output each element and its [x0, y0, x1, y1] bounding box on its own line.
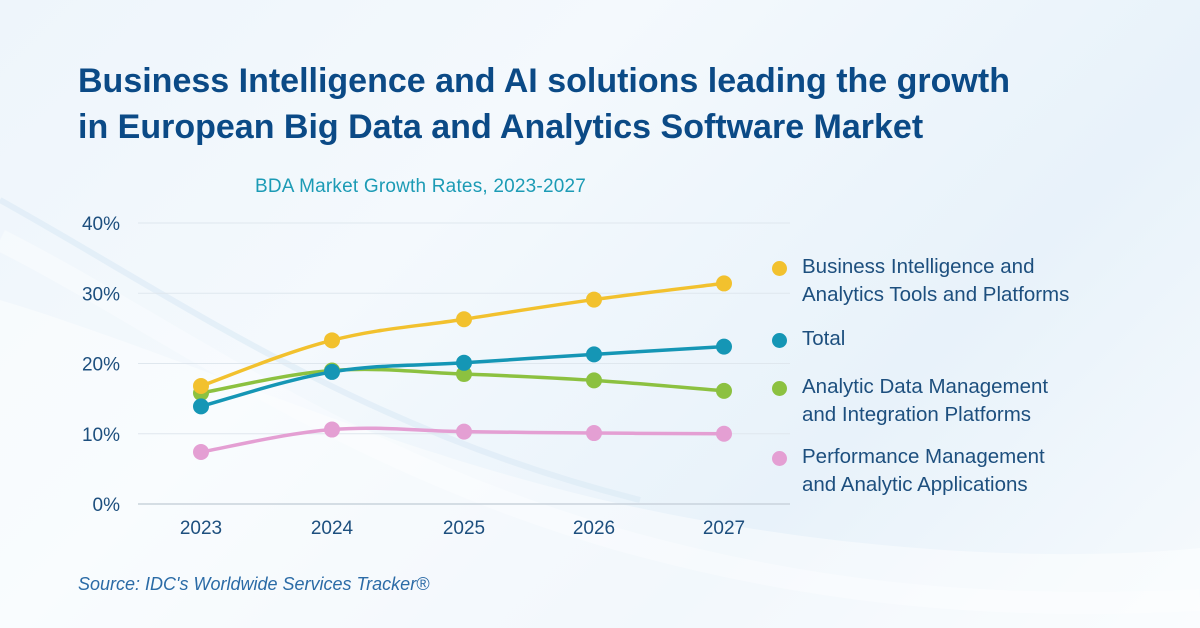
title-line-1: Business Intelligence and AI solutions l… [78, 62, 1010, 100]
data-point-0-2027 [716, 275, 732, 292]
legend-label-line: Total [802, 327, 846, 350]
x-tick-label: 2023 [180, 518, 222, 539]
data-point-2-2026 [586, 372, 602, 389]
y-tick-label: 10% [82, 425, 120, 446]
data-point-1-2023 [193, 398, 209, 415]
x-axis-ticks: 2023 2024 2025 2026 2027 [180, 518, 745, 539]
x-tick-label: 2024 [311, 518, 354, 539]
data-point-2-2025 [456, 366, 472, 383]
legend-marker [772, 333, 787, 348]
y-tick-label: 20% [82, 355, 120, 376]
data-point-0-2024 [324, 332, 340, 349]
data-point-0-2025 [456, 311, 472, 328]
data-point-1-2024 [324, 363, 340, 380]
title-line-2: in European Big Data and Analytics Softw… [78, 108, 924, 146]
legend-marker [772, 451, 787, 466]
data-point-3-2027 [716, 425, 732, 442]
legend-label: Total [802, 325, 1172, 353]
legend-label: Performance Management and Analytic Appli… [802, 443, 1172, 499]
y-tick-label: 40% [82, 214, 120, 235]
legend-label-line: Analytics Tools and Platforms [802, 283, 1070, 306]
x-tick-label: 2027 [703, 518, 745, 539]
legend-marker [772, 261, 787, 276]
data-point-0-2026 [586, 291, 602, 308]
x-tick-label: 2026 [573, 518, 615, 539]
y-axis-ticks: 0% 10% 20% 30% 40% [82, 214, 120, 516]
legend-label: Analytic Data Management and Integration … [802, 373, 1172, 429]
data-point-3-2023 [193, 444, 209, 461]
page-title: Business Intelligence and AI solutions l… [78, 58, 1158, 150]
data-point-1-2027 [716, 338, 732, 355]
source-note: Source: IDC's Worldwide Services Tracker… [78, 574, 430, 594]
y-tick-label: 0% [93, 495, 121, 516]
legend-label: Business Intelligence and Analytics Tools… [802, 253, 1172, 309]
x-tick-label: 2025 [443, 518, 485, 539]
legend-label-line: Analytic Data Management [802, 375, 1049, 398]
legend-marker [772, 381, 787, 396]
y-tick-label: 30% [82, 284, 120, 305]
data-point-1-2025 [456, 354, 472, 371]
legend-label-line: Performance Management [802, 445, 1045, 468]
legend-label-line: and Integration Platforms [802, 403, 1032, 426]
data-point-3-2026 [586, 425, 602, 442]
legend-label-line: and Analytic Applications [802, 473, 1028, 496]
data-point-2-2027 [716, 382, 732, 399]
legend-label-line: Business Intelligence and [802, 255, 1035, 278]
chart-title: BDA Market Growth Rates, 2023-2027 [255, 176, 587, 197]
series-points [193, 275, 732, 461]
data-point-3-2025 [456, 423, 472, 440]
data-point-1-2026 [586, 346, 602, 363]
data-point-3-2024 [324, 421, 340, 438]
data-point-0-2023 [193, 377, 209, 394]
